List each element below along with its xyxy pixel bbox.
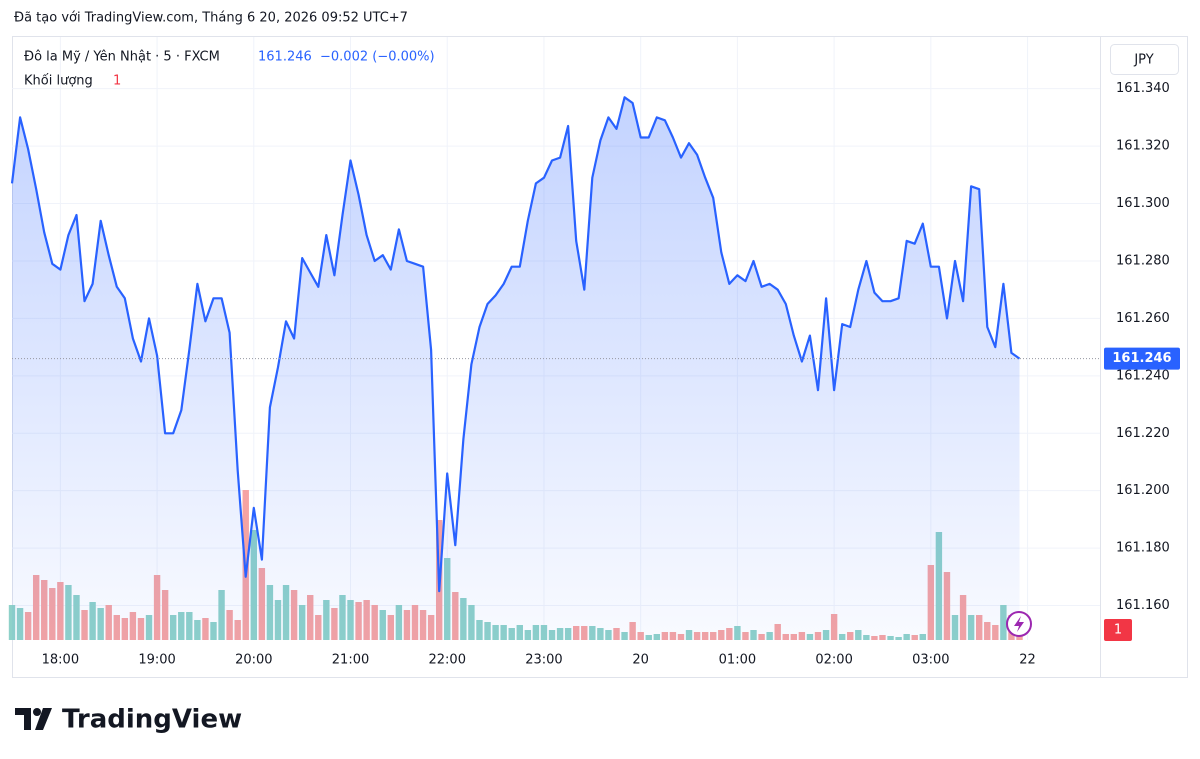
y-tick-label: 161.340 bbox=[1116, 81, 1170, 96]
x-tick-label: 19:00 bbox=[138, 653, 175, 668]
volume-label: Khối lượng bbox=[24, 74, 93, 89]
x-tick-label: 20 bbox=[632, 653, 649, 668]
x-tick-label: 23:00 bbox=[525, 653, 562, 668]
symbol: Đô la Mỹ / Yên Nhật · 5 · FXCM bbox=[24, 50, 220, 65]
brand: TradingView bbox=[62, 705, 242, 735]
y-tick-label: 161.160 bbox=[1116, 598, 1170, 613]
x-tick-label: 02:00 bbox=[815, 653, 852, 668]
y-tick-label: 161.260 bbox=[1116, 311, 1170, 326]
x-tick-label: 18:00 bbox=[42, 653, 79, 668]
y-tick-label: 161.320 bbox=[1116, 139, 1170, 154]
y-tick-label: 161.240 bbox=[1116, 368, 1170, 383]
y-tick-label: 161.300 bbox=[1116, 196, 1170, 211]
credit: Đã tạo với TradingView.com, Tháng 6 20, … bbox=[14, 11, 408, 26]
volume-current: 1 bbox=[113, 74, 121, 89]
logo bbox=[15, 708, 52, 730]
price-line bbox=[10, 96, 1021, 593]
change: −0.002 (−0.00%) bbox=[320, 50, 435, 65]
x-tick-label: 22 bbox=[1019, 653, 1036, 668]
y-tick-label: 161.180 bbox=[1116, 541, 1170, 556]
x-tick-label: 03:00 bbox=[912, 653, 949, 668]
currency-button[interactable] bbox=[1110, 44, 1179, 75]
volume-tag-label: 1 bbox=[1114, 623, 1122, 638]
price-tag bbox=[1104, 347, 1180, 370]
x-tick-label: 20:00 bbox=[235, 653, 272, 668]
y-tick-label: 161.280 bbox=[1116, 253, 1170, 268]
price: 161.246 bbox=[258, 50, 312, 65]
currency[interactable]: JPY bbox=[1133, 53, 1153, 68]
volume-tag bbox=[1104, 619, 1132, 641]
x-tick-label: 21:00 bbox=[332, 653, 369, 668]
price-tag-label: 161.246 bbox=[1112, 351, 1171, 366]
alert-bolt bbox=[1014, 616, 1024, 632]
y-tick-label: 161.220 bbox=[1116, 426, 1170, 441]
x-tick-label: 01:00 bbox=[719, 653, 756, 668]
y-tick-label: 161.200 bbox=[1116, 483, 1170, 498]
x-tick-label: 22:00 bbox=[429, 653, 466, 668]
area bbox=[12, 97, 1020, 641]
